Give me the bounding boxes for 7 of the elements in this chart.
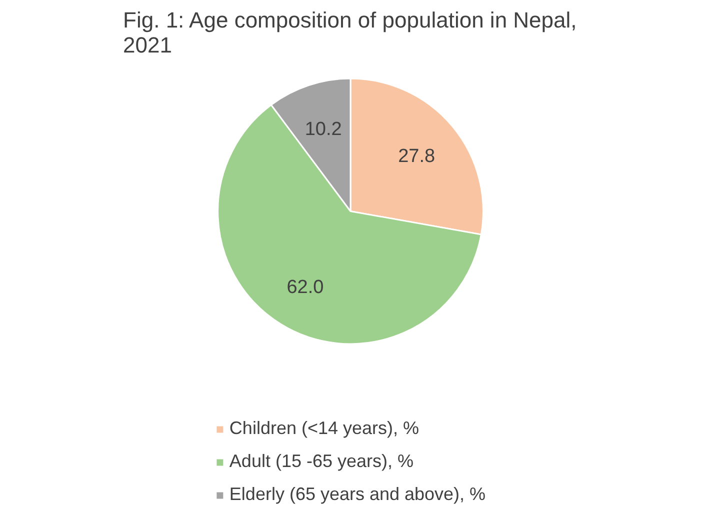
chart-title: Fig. 1: Age composition of population in Nepal, 2021 bbox=[123, 8, 577, 58]
data-label: 10.2 bbox=[304, 118, 342, 140]
data-label: 27.8 bbox=[398, 146, 436, 167]
data-label: 62.0 bbox=[286, 277, 324, 298]
legend-label: Adult (15 -65 years), % bbox=[229, 451, 414, 472]
legend-label: Children (<14 years), % bbox=[229, 418, 420, 439]
legend-label: Elderly (65 years and above), % bbox=[229, 484, 486, 505]
